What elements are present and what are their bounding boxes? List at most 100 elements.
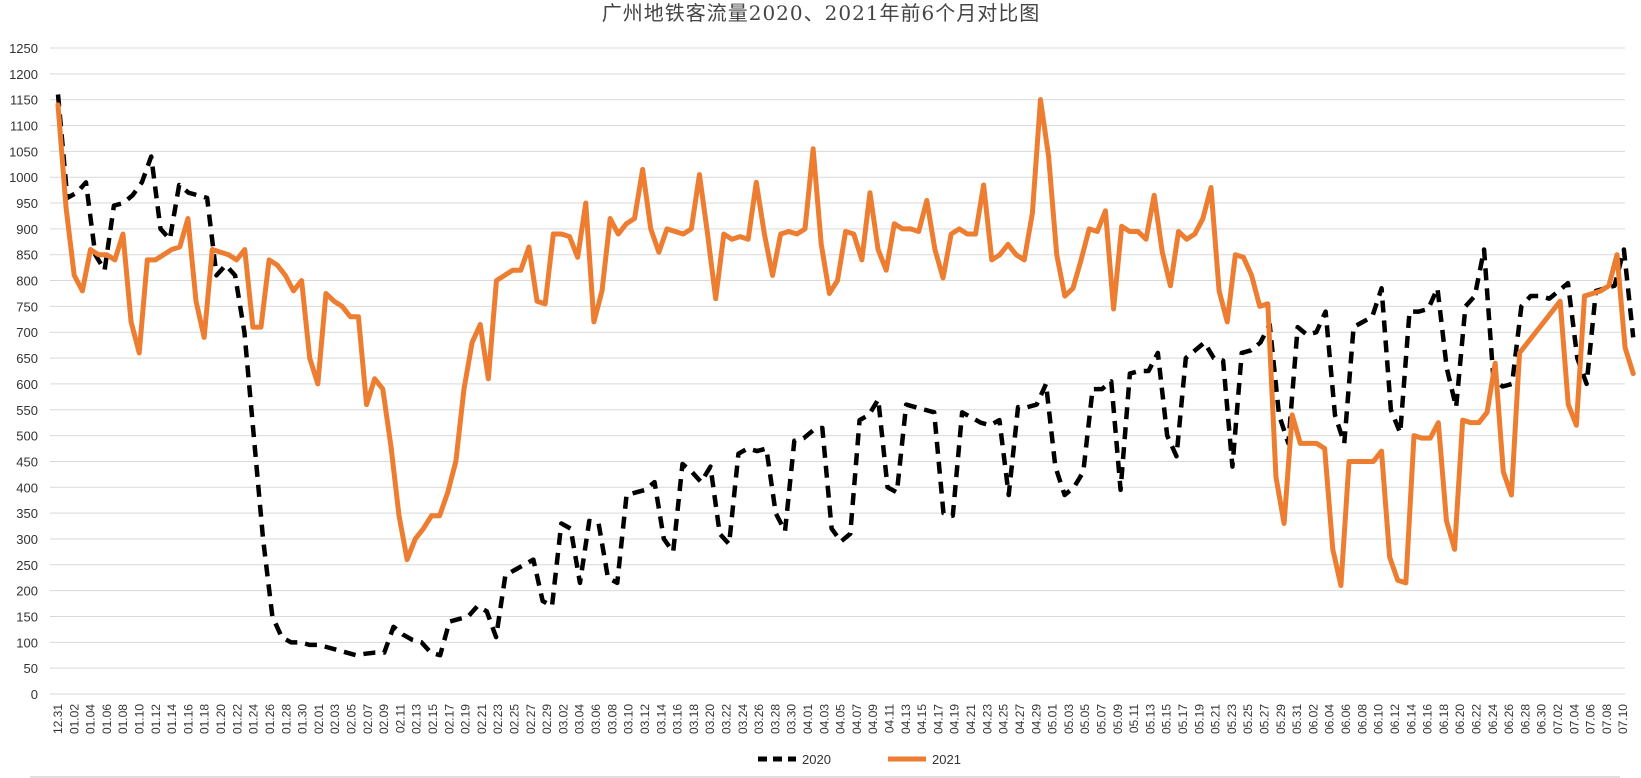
x-tick-label: 05.01 bbox=[1046, 704, 1060, 734]
x-tick-label: 06.02 bbox=[1306, 704, 1320, 734]
x-tick-label: 01.08 bbox=[116, 704, 130, 734]
x-tick-label: 07.04 bbox=[1567, 704, 1581, 734]
y-tick-label: 550 bbox=[16, 403, 38, 418]
x-tick-label: 03.22 bbox=[719, 704, 733, 734]
y-tick-label: 800 bbox=[16, 274, 38, 289]
y-tick-label: 100 bbox=[16, 635, 38, 650]
x-tick-label: 05.09 bbox=[1111, 704, 1125, 734]
y-tick-label: 950 bbox=[16, 196, 38, 211]
x-tick-label: 06.24 bbox=[1486, 704, 1500, 734]
x-tick-label: 06.18 bbox=[1437, 704, 1451, 734]
x-tick-label: 05.25 bbox=[1241, 704, 1255, 734]
y-tick-label: 1100 bbox=[10, 119, 38, 134]
legend-label-2021: 2021 bbox=[932, 752, 961, 767]
x-tick-label: 02.01 bbox=[312, 704, 326, 734]
x-tick-label: 02.29 bbox=[540, 704, 554, 734]
x-tick-label: 02.23 bbox=[491, 704, 505, 734]
x-tick-label: 05.11 bbox=[1127, 704, 1141, 733]
x-tick-label: 01.28 bbox=[279, 704, 293, 734]
x-tick-label: 02.17 bbox=[442, 704, 456, 734]
x-tick-label: 05.31 bbox=[1290, 704, 1304, 734]
x-tick-label: 01.10 bbox=[133, 704, 147, 734]
series-line-2020 bbox=[55, 94, 1636, 658]
x-tick-label: 05.05 bbox=[1078, 704, 1092, 734]
x-tick-label: 03.02 bbox=[556, 704, 570, 734]
x-tick-label: 06.06 bbox=[1339, 704, 1353, 734]
x-tick-label: 05.27 bbox=[1258, 704, 1272, 734]
x-tick-label: 04.19 bbox=[948, 704, 962, 734]
x-tick-label: 04.05 bbox=[834, 704, 848, 734]
x-tick-label: 03.20 bbox=[703, 704, 717, 734]
x-tick-label: 02.15 bbox=[426, 704, 440, 734]
x-tick-label: 01.18 bbox=[198, 704, 212, 734]
y-tick-label: 700 bbox=[16, 325, 38, 340]
y-tick-label: 1000 bbox=[9, 170, 38, 185]
x-tick-label: 05.15 bbox=[1160, 704, 1174, 734]
x-tick-label: 02.27 bbox=[524, 704, 538, 734]
x-tick-label: 03.04 bbox=[573, 704, 587, 734]
x-tick-label: 04.21 bbox=[964, 704, 978, 734]
series-lines bbox=[55, 94, 1636, 658]
x-tick-label: 04.13 bbox=[899, 704, 913, 734]
x-tick-label: 03.28 bbox=[768, 704, 782, 734]
y-tick-label: 500 bbox=[16, 429, 38, 444]
y-tick-label: 200 bbox=[16, 584, 38, 599]
x-axis: 12.31 01.02 01.04 01.06 01.08 01.10 01.12 01.14… bbox=[51, 704, 1630, 734]
x-tick-label: 06.12 bbox=[1388, 704, 1402, 734]
x-tick-label: 01.16 bbox=[181, 704, 195, 734]
y-tick-label: 1250 bbox=[9, 41, 38, 56]
x-tick-label: 02.25 bbox=[508, 704, 522, 734]
x-tick-label: 05.19 bbox=[1192, 704, 1206, 734]
x-tick-label: 04.15 bbox=[915, 704, 929, 734]
x-tick-label: 05.21 bbox=[1209, 704, 1223, 734]
y-tick-label: 600 bbox=[16, 377, 38, 392]
x-tick-label: 01.06 bbox=[100, 704, 114, 734]
x-tick-label: 04.07 bbox=[850, 704, 864, 734]
y-tick-label: 1050 bbox=[9, 144, 38, 159]
series-line-2021 bbox=[55, 97, 1636, 588]
x-tick-label: 02.21 bbox=[475, 704, 489, 734]
x-tick-label: 04.09 bbox=[866, 704, 880, 734]
x-tick-label: 06.04 bbox=[1323, 704, 1337, 734]
x-tick-label: 01.30 bbox=[296, 704, 310, 734]
x-tick-label: 05.03 bbox=[1062, 704, 1076, 734]
y-tick-label: 50 bbox=[24, 661, 38, 676]
x-tick-label: 02.19 bbox=[459, 704, 473, 734]
x-tick-label: 01.22 bbox=[230, 704, 244, 734]
x-tick-label: 04.01 bbox=[801, 704, 815, 734]
x-tick-label: 04.29 bbox=[1029, 704, 1043, 734]
y-tick-label: 900 bbox=[16, 222, 38, 237]
y-tick-label: 250 bbox=[16, 558, 38, 573]
x-tick-label: 03.14 bbox=[654, 704, 668, 734]
x-tick-label: 05.13 bbox=[1143, 704, 1157, 734]
x-tick-label: 05.23 bbox=[1225, 704, 1239, 734]
x-tick-label: 06.28 bbox=[1518, 704, 1532, 734]
x-tick-label: 03.24 bbox=[736, 704, 750, 734]
y-tick-label: 750 bbox=[16, 299, 38, 314]
y-tick-label: 400 bbox=[16, 480, 38, 495]
x-tick-label: 03.12 bbox=[638, 704, 652, 734]
x-tick-label: 06.30 bbox=[1535, 704, 1549, 734]
y-axis: 0 50 100 150 200 250 300 350 400 450 500 550 600 650 7… bbox=[9, 41, 38, 702]
x-tick-label: 01.04 bbox=[84, 704, 98, 734]
y-tick-label: 150 bbox=[16, 609, 38, 624]
x-tick-label: 12.31 bbox=[51, 704, 65, 734]
x-tick-label: 07.06 bbox=[1584, 704, 1598, 734]
x-tick-label: 01.02 bbox=[67, 704, 81, 734]
y-tick-label: 650 bbox=[16, 351, 38, 366]
x-tick-label: 06.20 bbox=[1453, 704, 1467, 734]
x-tick-label: 01.20 bbox=[214, 704, 228, 734]
x-tick-label: 05.17 bbox=[1176, 704, 1190, 734]
x-tick-label: 03.30 bbox=[785, 704, 799, 734]
x-tick-label: 01.24 bbox=[247, 704, 261, 734]
x-tick-label: 06.22 bbox=[1469, 704, 1483, 734]
x-tick-label: 06.14 bbox=[1404, 704, 1418, 734]
x-tick-label: 05.07 bbox=[1094, 704, 1108, 734]
x-tick-label: 04.03 bbox=[817, 704, 831, 734]
x-tick-label: 02.05 bbox=[344, 704, 358, 734]
x-tick-label: 03.18 bbox=[687, 704, 701, 734]
x-tick-label: 03.16 bbox=[671, 704, 685, 734]
x-tick-label: 03.26 bbox=[752, 704, 766, 734]
x-tick-label: 04.27 bbox=[1013, 704, 1027, 734]
x-tick-label: 03.10 bbox=[622, 704, 636, 734]
